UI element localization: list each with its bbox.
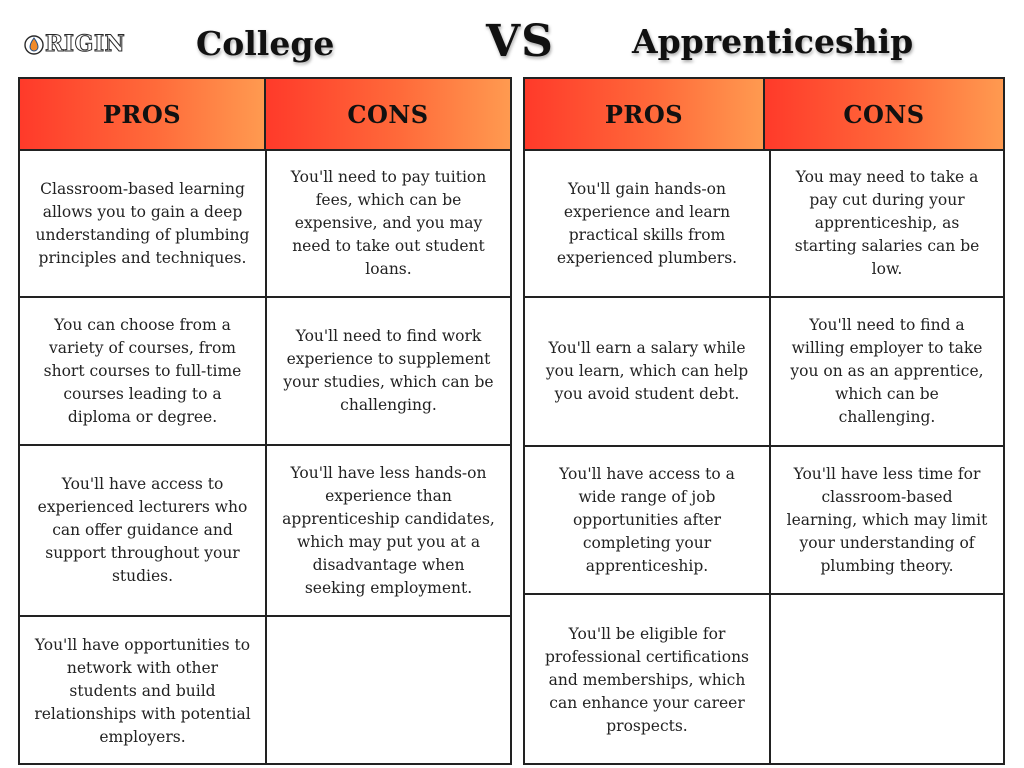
apprenticeship-pro-cell: You'll be eligible for professional cert… [544,624,750,735]
apprenticeship-pro-cell: You'll earn a salary while you learn, wh… [525,298,769,447]
apprenticeship-con-cell-empty [771,595,1003,765]
college-pro-cell: Classroom-based learning allows you to g… [20,151,265,298]
vs-title: VS [486,16,554,67]
apprenticeship-con-cell: You'll need to find a willing employer t… [771,298,1003,447]
origin-logo: RIGIN [24,30,144,58]
college-cons-column: You'll need to pay tuition fees, which c… [265,151,510,763]
college-con-cell-empty [267,617,510,765]
logo-text: RIGIN [44,31,126,58]
apprenticeship-table: PROS CONS You'll gain hands-on experienc… [523,77,1005,765]
college-con-cell: You'll need to pay tuition fees, which c… [267,151,510,298]
college-header-row: PROS CONS [20,79,510,151]
college-table: PROS CONS Classroom-based learning allow… [18,77,512,765]
college-pro-cell: You'll have access to experienced lectur… [20,446,265,617]
droplet-logo-icon [24,35,44,55]
apprenticeship-pro-cell: You'll have access to a wide range of jo… [525,447,769,595]
college-cons-header: CONS [264,79,510,149]
apprenticeship-cons-header: CONS [763,79,1003,149]
college-pro-cell: You can choose from a variety of courses… [20,298,265,446]
college-title: College [196,24,335,63]
apprenticeship-con-cell: You may need to take a pay cut during yo… [771,151,1003,298]
apprenticeship-pro-cell: You'll gain hands-on experience and lear… [525,151,769,298]
college-pro-cell: You'll have opportunities to network wit… [34,635,251,746]
apprenticeship-title: Apprenticeship [632,22,914,61]
apprenticeship-pros-column: You'll gain hands-on experience and lear… [525,151,769,763]
college-con-cell: You'll need to find work experience to s… [267,298,510,446]
college-pros-header: PROS [20,79,264,149]
college-con-cell: You'll have less hands-on experience tha… [267,446,510,617]
apprenticeship-con-cell: You'll have less time for classroom-base… [771,447,1003,595]
apprenticeship-header-row: PROS CONS [525,79,1003,151]
apprenticeship-cons-column: You may need to take a pay cut during yo… [769,151,1003,763]
college-pros-column: Classroom-based learning allows you to g… [20,151,265,763]
apprenticeship-pros-header: PROS [525,79,763,149]
